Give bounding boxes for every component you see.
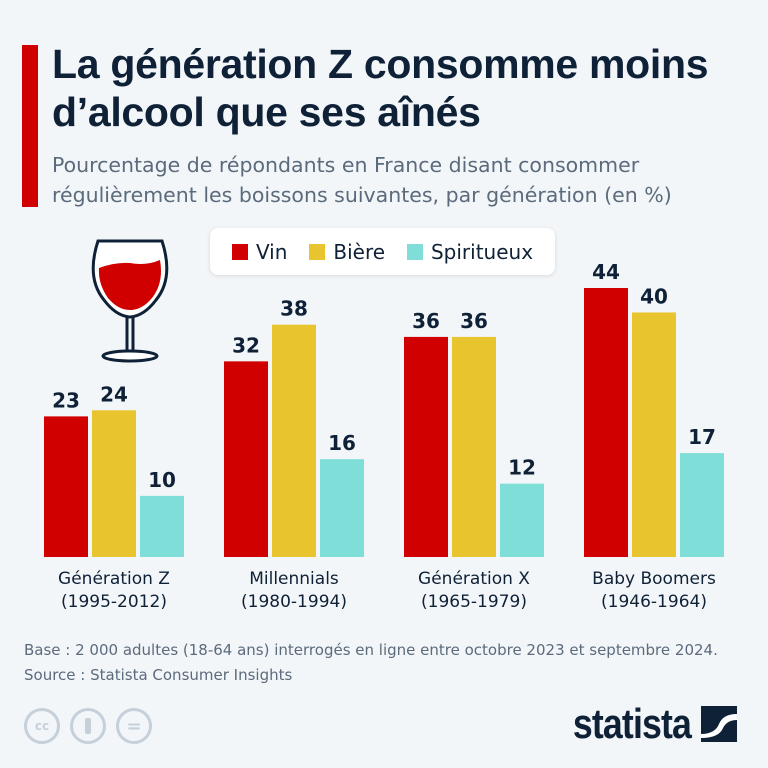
page-title: La génération Z consomme moins d’alcool … — [52, 41, 709, 135]
category-label: Baby Boomers — [592, 569, 716, 589]
category-years: (1980-1994) — [241, 592, 347, 612]
data-label: 40 — [640, 284, 668, 308]
legend-swatch — [309, 243, 326, 260]
data-label: 36 — [412, 309, 440, 333]
attribution-icon[interactable] — [70, 708, 106, 744]
data-label: 16 — [328, 431, 356, 455]
logo-text: statista — [572, 700, 692, 747]
legend-item-vin: Vin — [231, 239, 288, 264]
data-label: 44 — [592, 260, 620, 284]
data-label: 12 — [508, 456, 536, 480]
bar — [320, 459, 364, 557]
bar — [224, 361, 268, 557]
legend-item-biere: Bière — [309, 240, 385, 264]
category-label: Génération X — [418, 569, 530, 589]
bar — [452, 336, 496, 557]
data-label: 23 — [52, 388, 80, 412]
statista-logo[interactable]: statista — [552, 700, 738, 748]
bar — [584, 288, 628, 557]
bar-chart: 23 24 10 Génération Z (1995-2012) 32 38 16 Mille… — [44, 260, 724, 612]
statista-logo-icon — [701, 706, 738, 742]
bar — [404, 336, 448, 557]
legend-label: Spiritueux — [430, 239, 534, 264]
legend-item-spiritueux: Spiritueux — [406, 239, 534, 264]
data-label: 32 — [232, 333, 260, 357]
data-label: 10 — [148, 468, 176, 492]
category-label: Millennials — [249, 569, 339, 589]
data-label: 36 — [460, 309, 488, 333]
footer-base: Base : 2 000 adultes (18-64 ans) interro… — [24, 641, 718, 659]
cc-icon[interactable]: cc — [24, 708, 60, 744]
legend-swatch — [231, 243, 248, 260]
subtitle: Pourcentage de répondants en France disa… — [52, 153, 672, 207]
bar — [500, 483, 544, 557]
title-accent-bar — [22, 45, 38, 207]
legend-swatch — [406, 243, 423, 260]
category-label: Génération Z — [58, 569, 170, 589]
wine-glass-icon — [91, 239, 169, 363]
legend-label: Bière — [333, 239, 386, 264]
bar — [632, 312, 676, 557]
legend-label: Vin — [255, 239, 288, 264]
bar — [44, 416, 88, 557]
data-label: 17 — [688, 425, 716, 449]
bar — [92, 410, 136, 557]
data-label: 24 — [100, 382, 128, 406]
category-years: (1965-1979) — [421, 592, 527, 612]
legend: Vin Bière Spiritueux — [210, 228, 555, 275]
no-derivatives-icon[interactable]: = — [116, 708, 152, 744]
bar — [272, 324, 316, 557]
category-years: (1946-1964) — [601, 592, 707, 612]
footer-source: Source : Statista Consumer Insights — [24, 666, 293, 684]
data-label: 38 — [280, 297, 308, 321]
category-years: (1995-2012) — [61, 592, 167, 612]
bar — [680, 453, 724, 557]
bar — [140, 495, 184, 557]
